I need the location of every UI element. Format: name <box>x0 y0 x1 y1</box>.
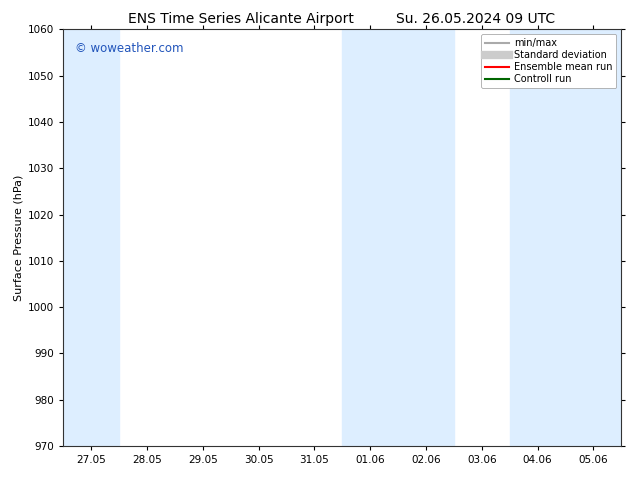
Bar <box>510 29 621 446</box>
Text: Su. 26.05.2024 09 UTC: Su. 26.05.2024 09 UTC <box>396 12 555 26</box>
Text: © woweather.com: © woweather.com <box>75 42 183 55</box>
Y-axis label: Surface Pressure (hPa): Surface Pressure (hPa) <box>14 174 24 301</box>
Bar <box>342 29 454 446</box>
Legend: min/max, Standard deviation, Ensemble mean run, Controll run: min/max, Standard deviation, Ensemble me… <box>481 34 616 88</box>
Text: ENS Time Series Alicante Airport: ENS Time Series Alicante Airport <box>128 12 354 26</box>
Bar <box>63 29 119 446</box>
